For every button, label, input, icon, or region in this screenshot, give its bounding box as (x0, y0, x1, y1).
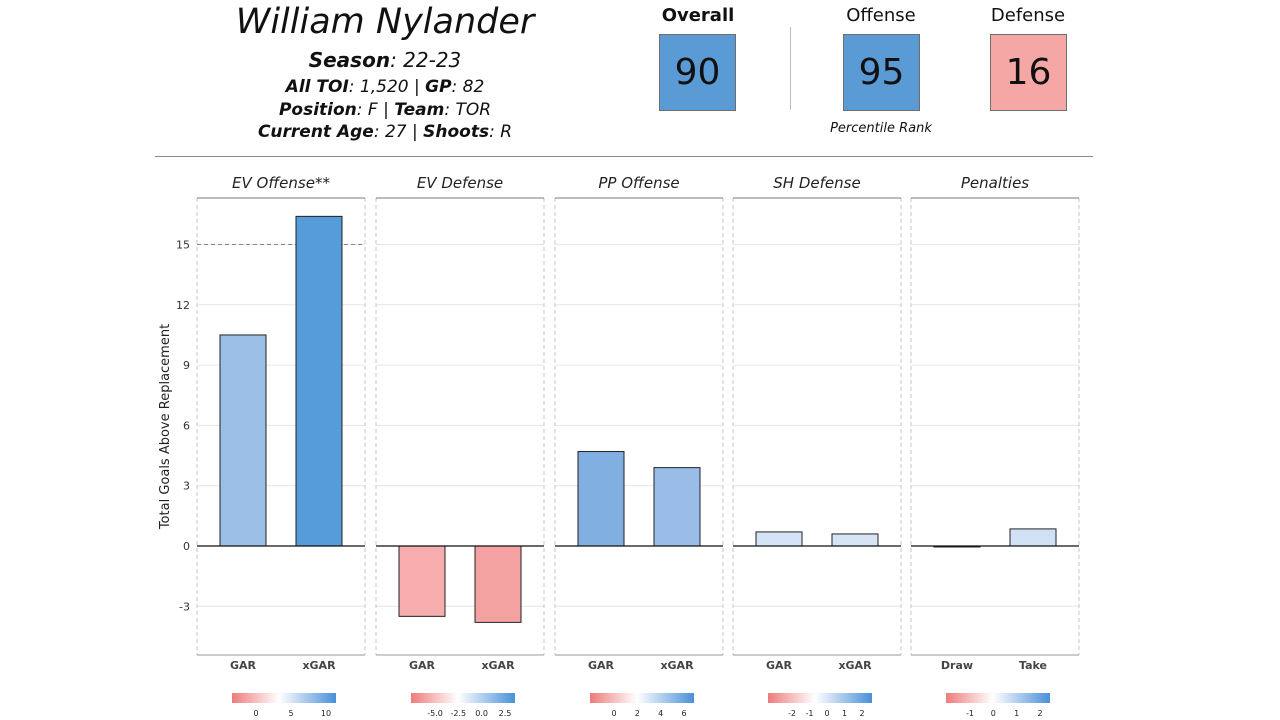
color-legend-bar (232, 693, 336, 703)
position-value: : F | (356, 100, 395, 120)
color-legend-tick: -2.5 (451, 709, 467, 718)
color-legend-bar (946, 693, 1050, 703)
x-tick-label: Take (1019, 659, 1047, 672)
color-legend-tick: 4 (658, 709, 663, 718)
color-legend-tick: 5 (288, 709, 293, 718)
color-legend-tick: 6 (681, 709, 686, 718)
defense-label: Defense (990, 5, 1066, 26)
percentile-rank-caption: Percentile Rank (830, 121, 932, 136)
x-tick-label: xGAR (660, 659, 694, 672)
color-legend-tick: -1 (806, 709, 814, 718)
panel-title: EV Defense (417, 174, 503, 192)
color-legend-tick: 2.5 (499, 709, 512, 718)
toi-value: : 1,520 | (348, 77, 426, 97)
color-legend-bar (768, 693, 872, 703)
y-tick-label: 9 (183, 359, 190, 372)
color-legend-tick: -1 (966, 709, 974, 718)
color-legend-bar (411, 693, 515, 703)
toi-gp-line: All TOI: 1,520 | GP: 82 (185, 77, 585, 97)
position-team-line: Position: F | Team: TOR (185, 100, 585, 120)
y-tick-label: 3 (183, 480, 190, 493)
color-legend-tick: 1 (842, 709, 847, 718)
color-legend-tick: 2 (859, 709, 864, 718)
toi-label: All TOI (285, 77, 349, 97)
color-legend-tick: 0 (611, 709, 616, 718)
season-line: Season: 22-23 (185, 48, 585, 72)
color-legend-tick: 10 (321, 709, 331, 718)
y-axis-label: Total Goals Above Replacement (158, 324, 173, 530)
x-tick-label: GAR (766, 659, 793, 672)
color-legend-bar (590, 693, 694, 703)
shoots-value: : R (489, 122, 513, 142)
y-tick-label: -3 (179, 600, 190, 613)
position-label: Position (278, 100, 357, 120)
season-value: : 22-23 (390, 48, 462, 72)
bar (219, 334, 267, 547)
color-legend-tick: 1 (1014, 709, 1019, 718)
team-label: Team (394, 100, 445, 120)
x-tick-label: xGAR (302, 659, 336, 672)
color-legend-tick: 0 (824, 709, 829, 718)
panel-title: Penalties (961, 174, 1029, 192)
panel-title: SH Defense (773, 174, 860, 192)
x-tick-label: GAR (588, 659, 615, 672)
header-divider (155, 156, 1093, 157)
defense-rating-box: 16 (990, 34, 1067, 111)
bar (1009, 528, 1057, 547)
shoots-label: Shoots (423, 122, 490, 142)
team-value: : TOR (444, 100, 492, 120)
bar (831, 533, 879, 547)
rating-divider (790, 27, 791, 110)
y-tick-label: 15 (176, 239, 190, 252)
age-value: : 27 | (373, 122, 424, 142)
x-tick-label: xGAR (838, 659, 872, 672)
color-legend-tick: 0 (991, 709, 996, 718)
age-shoots-line: Current Age: 27 | Shoots: R (185, 122, 585, 142)
panel-title: PP Offense (598, 174, 679, 192)
bar (653, 467, 701, 547)
y-tick-label: 12 (176, 299, 190, 312)
bar (398, 545, 446, 617)
y-tick-label: 0 (183, 540, 190, 553)
bar (755, 531, 803, 547)
color-legend-tick: -5.0 (427, 709, 443, 718)
x-tick-label: Draw (941, 659, 973, 672)
player-name: William Nylander (235, 2, 535, 42)
x-tick-label: GAR (230, 659, 257, 672)
x-tick-label: xGAR (481, 659, 515, 672)
color-legend-tick: 2 (635, 709, 640, 718)
color-legend-tick: 2 (1037, 709, 1042, 718)
gp-value: : 82 (451, 77, 485, 97)
overall-rating-box: 90 (659, 34, 736, 111)
color-legend-tick: 0 (253, 709, 258, 718)
age-label: Current Age (257, 122, 374, 142)
panel-title: EV Offense** (232, 174, 330, 192)
y-tick-label: 6 (183, 419, 190, 432)
gp-label: GP (425, 77, 452, 97)
bar (577, 451, 625, 547)
offense-label: Offense (846, 5, 916, 26)
color-legend-tick: -2 (788, 709, 796, 718)
offense-rating-box: 95 (843, 34, 920, 111)
overall-label: Overall (661, 5, 735, 26)
color-legend-tick: 0.0 (475, 709, 488, 718)
bar (295, 215, 343, 547)
bar (474, 545, 522, 623)
x-tick-label: GAR (409, 659, 436, 672)
season-label: Season (308, 48, 391, 72)
